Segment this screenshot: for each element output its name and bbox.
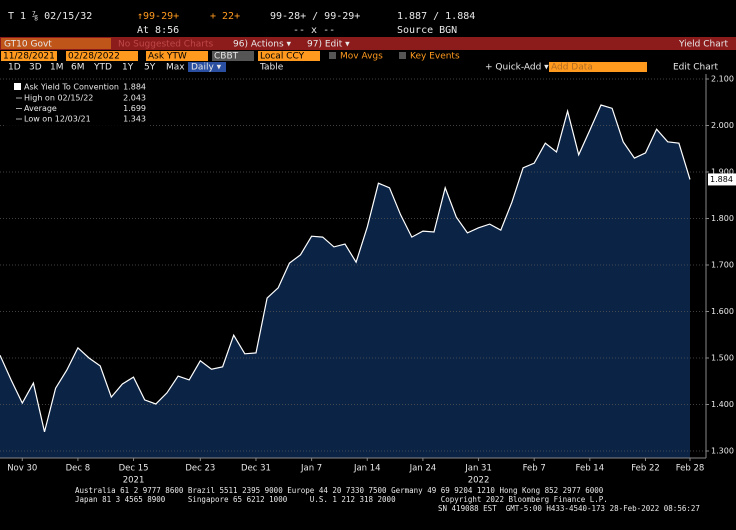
period-buttons: 1D 3D 1M 6M YTD 1Y 5Y Max	[8, 63, 185, 73]
year-label: 2022	[468, 476, 490, 486]
footer-line: Australia 61 2 9777 8600 Brazil 5511 239…	[75, 486, 604, 495]
menu-title: Yield Chart	[678, 40, 728, 50]
change: + 22+	[210, 11, 240, 22]
stat-value: 1.699	[123, 104, 146, 113]
actions[interactable]: 96) Actions ▾	[233, 40, 292, 50]
toolbar: 11/28/2021 02/28/2022 Ask YTW CBBT Local…	[1, 51, 718, 73]
checkbox[interactable]	[399, 52, 406, 59]
y-tick-label: 1.300	[711, 447, 734, 456]
x-tick-label: Feb 22	[631, 464, 660, 474]
suggested[interactable]: No Suggested Charts	[118, 40, 214, 50]
frequency-box[interactable]	[188, 62, 226, 72]
edit-chart[interactable]: Edit Chart	[673, 63, 718, 73]
x-tick-label: Feb 28	[676, 464, 705, 474]
y-tick-label: 1.400	[711, 400, 734, 409]
year-label: 2021	[123, 476, 145, 486]
pricing-source[interactable]: CBBT	[214, 52, 239, 62]
period[interactable]: Max	[166, 63, 185, 73]
add-data[interactable]: Add Data	[551, 63, 593, 73]
ticker[interactable]: GT10 Govt	[4, 40, 52, 50]
frequency[interactable]: Daily ▾	[191, 63, 222, 73]
menu-bg	[0, 37, 736, 50]
area-fill	[0, 105, 690, 458]
chart: 1.300 1.400 1.500 1.600 1.700 1.800 1.900 2.000…	[0, 74, 736, 486]
checkbox[interactable]	[329, 52, 336, 59]
stat-value: 2.043	[123, 94, 146, 103]
yields: 1.887 / 1.884	[397, 11, 475, 22]
x-tick-label: Feb 7	[523, 464, 546, 474]
x-tick-label: Dec 8	[66, 464, 91, 474]
field[interactable]: Ask YTW	[148, 52, 187, 62]
change-price: ↑99-29+	[137, 11, 179, 22]
legend-bg	[5, 81, 150, 127]
source-box[interactable]	[212, 51, 254, 61]
last-value: 1.884	[710, 175, 733, 184]
mov-avgs[interactable]: Mov Avgs	[340, 52, 383, 62]
period[interactable]: 6M	[71, 63, 85, 73]
stat-label: High on 02/15/22	[24, 94, 93, 103]
legend-swatch	[14, 83, 21, 90]
x-tick-label: Dec 31	[241, 464, 271, 474]
size: -- x --	[293, 25, 335, 36]
period[interactable]: 1M	[50, 63, 64, 73]
x-tick-label: Jan 7	[300, 464, 322, 474]
y-tick-label: 1.700	[711, 261, 734, 270]
period[interactable]: YTD	[93, 63, 112, 73]
key-events[interactable]: Key Events	[410, 52, 460, 62]
start-date[interactable]: 11/28/2021	[3, 52, 55, 62]
line	[0, 104, 691, 433]
end-date-box[interactable]	[66, 51, 138, 61]
y-tick-label: 2.100	[711, 75, 734, 84]
quote-header: T 1 ⅞ 02/15/32 ↑99-29+ + 22+ 99-28+ / 99…	[8, 10, 475, 36]
currency-box[interactable]	[258, 51, 320, 61]
y-tick-label: 1.900	[711, 168, 734, 177]
table[interactable]: Table	[259, 63, 284, 73]
y-tick-label: 1.500	[711, 354, 734, 363]
period[interactable]: 1Y	[122, 63, 134, 73]
start-date-box[interactable]	[1, 51, 57, 61]
footer: Australia 61 2 9777 8600 Brazil 5511 239…	[75, 486, 700, 513]
stat-value: 1.343	[123, 115, 146, 124]
add-data-box[interactable]	[549, 62, 647, 72]
period[interactable]: 5Y	[144, 63, 156, 73]
stat-label: Low on 12/03/21	[24, 115, 91, 124]
time: At 8:56	[137, 25, 179, 36]
x-tick-label: Dec 23	[185, 464, 215, 474]
last-value-box	[708, 173, 736, 186]
currency[interactable]: Local CCY	[260, 52, 305, 62]
ticker-box[interactable]	[1, 38, 111, 49]
legend: Ask Yield To Convention 1.884 High on 02/1…	[5, 81, 150, 127]
x-tick-label: Nov 30	[7, 464, 37, 474]
legend-value: 1.884	[123, 83, 146, 92]
field-box[interactable]	[146, 51, 208, 61]
menu-bar: GT10 Govt No Suggested Charts 96) Action…	[0, 37, 736, 50]
edit[interactable]: 97) Edit ▾	[307, 40, 350, 50]
y-tick-label: 1.800	[711, 214, 734, 223]
x-tick-label: Jan 31	[464, 464, 492, 474]
end-date[interactable]: 02/28/2022	[68, 52, 120, 62]
footer-line: SN 419088 EST GMT-5:00 H433-4540-173 28-…	[438, 504, 700, 513]
period[interactable]: 1D	[8, 63, 21, 73]
period[interactable]: 3D	[29, 63, 42, 73]
legend-label: Ask Yield To Convention	[24, 83, 119, 92]
stat-label: Average	[24, 104, 57, 113]
x-tick-label: Feb 14	[576, 464, 605, 474]
x-tick-label: Dec 15	[119, 464, 149, 474]
security: T 1 ⅞ 02/15/32	[8, 10, 92, 22]
quick-add[interactable]: + Quick-Add ▾	[485, 63, 549, 73]
x-tick-label: Jan 24	[409, 464, 437, 474]
footer-line: Japan 81 3 4565 8900 Singapore 65 6212 1…	[75, 495, 608, 504]
x-tick-label: Jan 14	[353, 464, 381, 474]
bid-ask: 99-28+ / 99-29+	[270, 11, 360, 22]
y-tick-label: 2.000	[711, 121, 734, 130]
y-tick-label: 1.600	[711, 307, 734, 316]
source: Source BGN	[397, 25, 457, 36]
